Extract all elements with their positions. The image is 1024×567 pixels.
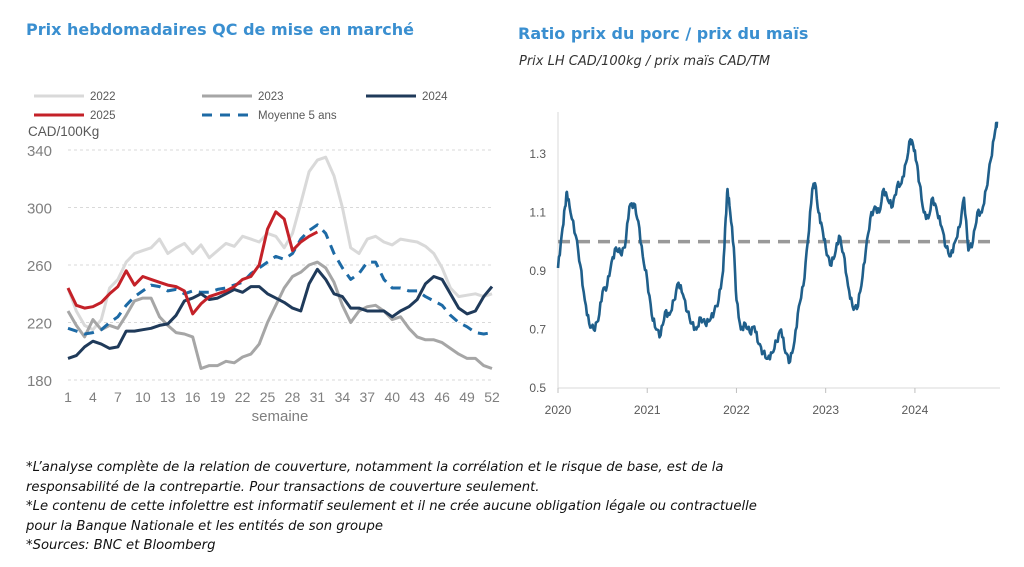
x-tick-label: 1 [64, 389, 72, 405]
x-tick-label: 4 [89, 389, 97, 405]
right-chart-title: Ratio prix du porc / prix du maïs [518, 24, 809, 43]
y-tick-label: 340 [27, 143, 52, 160]
footnotes: *L’analyse complète de la relation de co… [26, 458, 906, 556]
x-tick-label: 2022 [723, 403, 750, 417]
legend-label: 2024 [422, 91, 448, 103]
y-axis-label: CAD/100Kg [28, 124, 99, 139]
footnote-line: pour la Banque Nationale et les entités … [26, 518, 383, 534]
x-tick-label: 52 [484, 389, 500, 405]
y-tick-label: 0.5 [529, 381, 546, 395]
x-tick-label: 7 [114, 389, 122, 405]
x-tick-label: 2023 [812, 403, 839, 417]
x-tick-label: 34 [335, 389, 351, 405]
right-ratio-chart: 0.5 0.7 0.9 1.1 1.3 2020 2021 2022 2023 2024 [529, 112, 1000, 417]
right-chart-subtitle: Prix LH CAD/100kg / prix maïs CAD/TM [519, 54, 771, 69]
y-tick-label: 0.9 [529, 264, 546, 278]
left-price-chart: 180 220 260 300 340 1 4 7 10 13 16 19 22 25 28 31 34 37 40… [27, 91, 500, 425]
y-tick-label: 180 [27, 373, 52, 390]
y-tick-label: 300 [27, 201, 52, 218]
x-tick-label: 13 [160, 389, 176, 405]
legend-label: Moyenne 5 ans [258, 110, 337, 122]
x-tick-label: 22 [235, 389, 251, 405]
x-tick-label: 40 [384, 389, 400, 405]
x-tick-label: 31 [310, 389, 326, 405]
x-tick-label: 10 [135, 389, 151, 405]
x-tick-label: 46 [434, 389, 450, 405]
footnote-line: *L’analyse complète de la relation de co… [26, 460, 724, 475]
left-chart-title: Prix hebdomadaires QC de mise en marché [26, 20, 414, 39]
footnote-line: *Le contenu de cette infolettre est info… [26, 499, 757, 514]
x-tick-label: 16 [185, 389, 201, 405]
legend-label: 2022 [90, 91, 116, 103]
x-tick-label: 2020 [545, 403, 572, 417]
x-axis-label: semaine [252, 408, 309, 425]
series-line-2024 [67, 267, 494, 360]
legend-label: 2025 [90, 110, 116, 122]
x-tick-label: 28 [285, 389, 301, 405]
y-tick-label: 220 [27, 316, 52, 333]
x-tick-label: 37 [360, 389, 376, 405]
x-tick-label: 2024 [902, 403, 929, 417]
footnote-line: *Sources: BNC et Bloomberg [26, 538, 216, 553]
series-line-moyenne-5-ans [67, 223, 493, 336]
series-line-2023 [66, 260, 493, 370]
x-tick-label: 49 [459, 389, 475, 405]
y-tick-label: 1.1 [529, 205, 546, 219]
x-tick-label: 2021 [634, 403, 661, 417]
x-tick-label: 43 [409, 389, 425, 405]
legend-label: 2023 [258, 91, 284, 103]
y-tick-label: 1.3 [529, 147, 546, 161]
ratio-series-line [556, 121, 999, 365]
x-tick-label: 25 [260, 389, 276, 405]
series-line-2022 [66, 155, 493, 332]
x-tick-label: 19 [210, 389, 226, 405]
series-line-2025 [66, 210, 319, 316]
y-tick-label: 260 [27, 258, 52, 275]
footnote-line: responsabilité de la contrepartie. Pour … [26, 479, 540, 495]
y-tick-label: 0.7 [529, 322, 546, 336]
